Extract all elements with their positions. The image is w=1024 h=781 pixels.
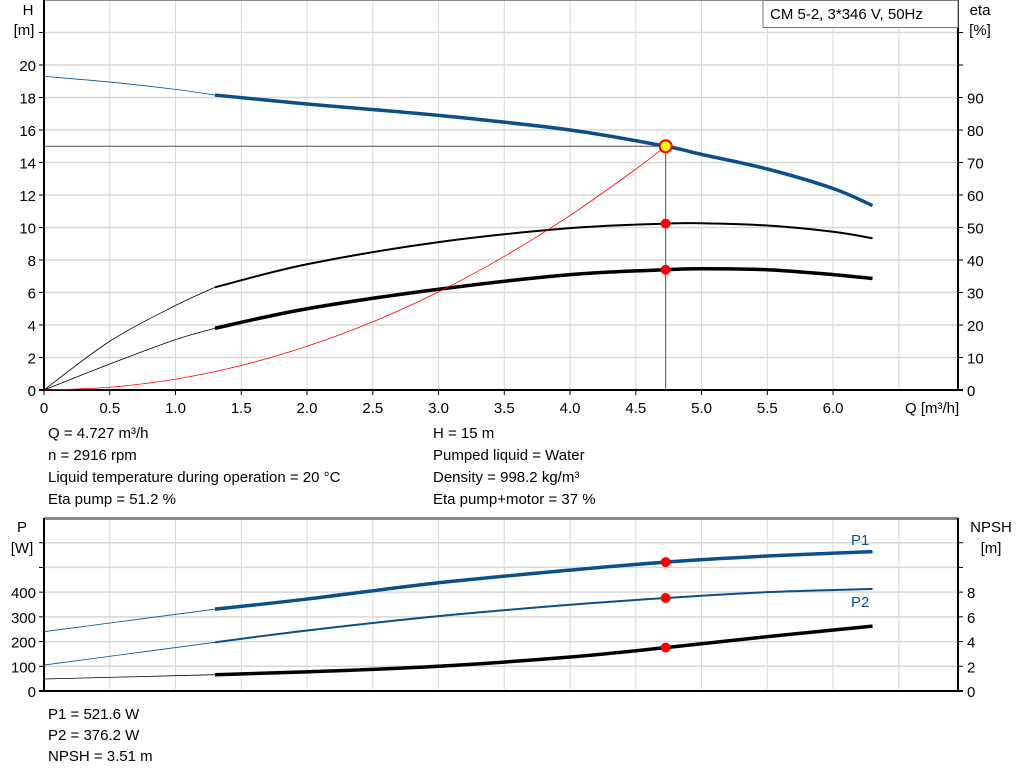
- p2-series-label: P2: [851, 594, 869, 611]
- left-tick-label: 6: [28, 286, 36, 303]
- left-tick-label: 300: [11, 610, 36, 627]
- left-tick-label: 10: [19, 221, 36, 238]
- left-tick-label: 200: [11, 635, 36, 652]
- x-tick-label: 0.5: [99, 400, 120, 417]
- eta-pump-curve: [214, 222, 873, 289]
- info-n: n = 2916 rpm: [48, 447, 137, 464]
- info-liquid: Pumped liquid = Water: [433, 447, 585, 464]
- left-tick-label: 4: [28, 318, 36, 335]
- eta-pump-motor-curve-extrapolated: [43, 327, 216, 391]
- left-tick-label: 2: [28, 351, 36, 368]
- duty-point-marker: [660, 557, 671, 568]
- eta-axis-title: eta: [970, 2, 992, 19]
- eta-pump-curve-extrapolated: [43, 286, 216, 391]
- p2-curve: [214, 587, 873, 644]
- duty-point-marker: [660, 642, 671, 653]
- duty-point-marker: [660, 264, 671, 275]
- right-tick-label: 20: [967, 318, 984, 335]
- x-tick-label: 5.5: [757, 400, 778, 417]
- right-tick-label: 6: [967, 610, 975, 627]
- bottom-grid: [39, 517, 963, 692]
- h-curve-extrapolated: [43, 75, 216, 96]
- info-eta-total: Eta pump+motor = 37 %: [433, 491, 596, 508]
- tick-labels: 0246810121416182001020304050607080900100…: [11, 58, 984, 701]
- p-axis-unit: [W]: [11, 540, 34, 557]
- x-tick-label: 1.5: [231, 400, 252, 417]
- p1-series-label: P1: [851, 532, 869, 549]
- npsh-axis-title: NPSH: [970, 519, 1012, 536]
- right-tick-label: 4: [967, 635, 975, 652]
- info-p1: P1 = 521.6 W: [48, 706, 140, 723]
- x-tick-label: 2.0: [297, 400, 318, 417]
- system-curve-curve: [43, 145, 666, 391]
- right-tick-label: 30: [967, 286, 984, 303]
- x-tick-label: 0: [40, 400, 48, 417]
- x-tick-label: 2.5: [362, 400, 383, 417]
- right-tick-label: 10: [967, 351, 984, 368]
- eta-pump-motor-curve: [214, 267, 873, 330]
- x-tick-label: 3.0: [428, 400, 449, 417]
- h-axis-title: H: [23, 2, 34, 19]
- npsh-curve-extrapolated: [43, 674, 215, 680]
- right-tick-label: 40: [967, 253, 984, 270]
- left-tick-label: 12: [19, 188, 36, 205]
- info-p2: P2 = 376.2 W: [48, 727, 140, 744]
- x-tick-label: 3.5: [494, 400, 515, 417]
- right-tick-label: 90: [967, 91, 984, 108]
- right-tick-label: 50: [967, 221, 984, 238]
- duty-point-marker: [658, 139, 673, 154]
- left-tick-label: 400: [11, 585, 36, 602]
- x-tick-label: 4.0: [560, 400, 581, 417]
- p-axis-title: P: [17, 519, 27, 536]
- npsh-axis-unit: [m]: [981, 540, 1002, 557]
- q-axis-title: Q [m³/h]: [905, 400, 959, 417]
- p1-curve: [214, 549, 873, 611]
- left-tick-label: 14: [19, 156, 36, 173]
- right-tick-label: 8: [967, 585, 975, 602]
- duty-point-marker: [660, 593, 671, 604]
- curves: [43, 75, 874, 680]
- info-npsh: NPSH = 3.51 m: [48, 748, 153, 765]
- right-tick-label: 0: [967, 684, 975, 701]
- x-tick-label: 5.0: [691, 400, 712, 417]
- left-tick-label: 8: [28, 253, 36, 270]
- left-tick-label: 18: [19, 91, 36, 108]
- x-tick-label: 4.5: [625, 400, 646, 417]
- pump-label-box: [762, 0, 959, 28]
- info-temp: Liquid temperature during operation = 20…: [48, 469, 341, 486]
- h-axis-unit: [m]: [14, 22, 35, 39]
- left-tick-label: 0: [28, 383, 36, 400]
- info-density: Density = 998.2 kg/m³: [433, 469, 579, 486]
- h-curve: [214, 93, 874, 208]
- info-q: Q = 4.727 m³/h: [48, 425, 148, 442]
- left-tick-label: 20: [19, 58, 36, 75]
- right-tick-label: 70: [967, 156, 984, 173]
- right-tick-label: 60: [967, 188, 984, 205]
- info-eta-pump: Eta pump = 51.2 %: [48, 491, 176, 508]
- npsh-curve: [214, 624, 873, 677]
- right-tick-label: 80: [967, 123, 984, 140]
- top-grid: [39, 0, 963, 391]
- x-tick-label: 6.0: [823, 400, 844, 417]
- p1-curve-extrapolated: [43, 608, 216, 633]
- right-tick-label: 0: [967, 383, 975, 400]
- left-tick-label: 0: [28, 684, 36, 701]
- left-tick-label: 16: [19, 123, 36, 140]
- duty-point-marker: [660, 218, 671, 229]
- x-tick-label: 1.0: [165, 400, 186, 417]
- info-h: H = 15 m: [433, 425, 494, 442]
- left-tick-label: 100: [11, 659, 36, 676]
- p2-curve-extrapolated: [43, 641, 216, 666]
- pump-label: CM 5-2, 3*346 V, 50Hz: [770, 6, 923, 23]
- eta-axis-unit: [%]: [969, 22, 991, 39]
- right-tick-label: 2: [967, 659, 975, 676]
